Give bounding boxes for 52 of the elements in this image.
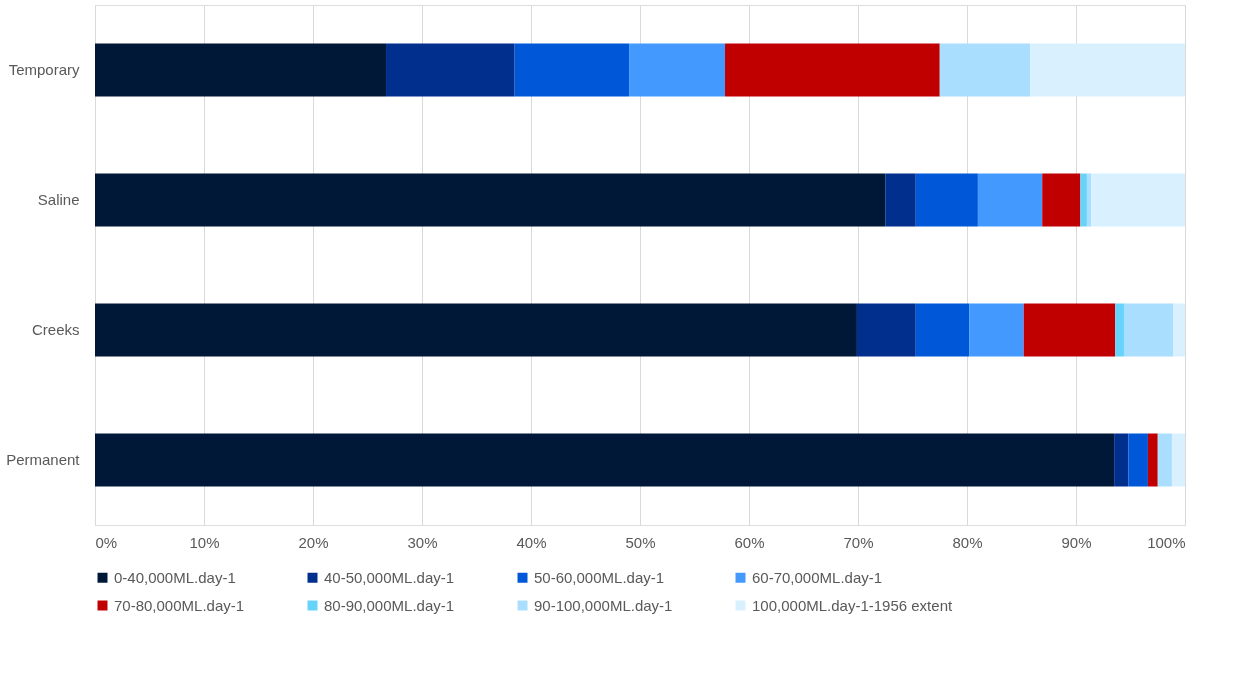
bar: [969, 303, 1024, 357]
bar: [915, 173, 978, 227]
bar: [1157, 433, 1172, 487]
bar: [1091, 173, 1185, 227]
x-tick-label: 90%: [1061, 533, 1092, 551]
legend-label: 40-50,000ML.day-1: [324, 568, 455, 586]
bar: [95, 433, 1115, 487]
bar: [1128, 433, 1148, 487]
x-tick-label: 30%: [407, 533, 438, 551]
bar: [725, 43, 940, 97]
bar: [1086, 173, 1092, 227]
x-tick-label: 20%: [298, 533, 329, 551]
bar: [95, 173, 886, 227]
bar: [915, 303, 970, 357]
legend-label: 100,000ML.day-1-1956 extent: [752, 596, 953, 614]
x-tick-label: 100%: [1147, 533, 1186, 551]
x-tick-label: 80%: [952, 533, 983, 551]
legend-label: 60-70,000ML.day-1: [752, 568, 883, 586]
bar: [629, 43, 726, 97]
bar: [977, 173, 1043, 227]
legend-label: 50-60,000ML.day-1: [534, 568, 665, 586]
bar: [386, 43, 515, 97]
bar: [1173, 303, 1185, 357]
y-tick-label: Creeks: [31, 321, 80, 338]
bar: [1171, 433, 1185, 487]
bar: [514, 43, 630, 97]
legend-label: 0-40,000ML.day-1: [114, 568, 236, 586]
bar: [95, 303, 857, 357]
x-tick-label: 40%: [516, 533, 547, 551]
bar: [939, 43, 1031, 97]
bar: [1147, 433, 1158, 487]
bar: [885, 173, 916, 227]
x-tick-label: 50%: [625, 533, 656, 551]
bar: [95, 43, 387, 97]
legend-label: 90-100,000ML.day-1: [534, 596, 673, 614]
y-tick-label: Permanent: [6, 451, 81, 468]
bar: [1023, 303, 1116, 357]
x-tick-label: 10%: [189, 533, 220, 551]
bar: [1030, 43, 1185, 97]
bar: [1115, 303, 1124, 357]
bar: [856, 303, 916, 357]
bar: [1123, 303, 1174, 357]
legend-label: 80-90,000ML.day-1: [324, 596, 455, 614]
y-tick-label: Temporary: [8, 61, 80, 78]
bar: [1114, 433, 1129, 487]
bar: [1080, 173, 1087, 227]
y-tick-label: Saline: [37, 191, 80, 208]
x-tick-label: 0%: [95, 533, 118, 551]
x-tick-label: 60%: [734, 533, 765, 551]
legend-label: 70-80,000ML.day-1: [114, 596, 245, 614]
bar: [1042, 173, 1081, 227]
x-tick-label: 70%: [843, 533, 874, 551]
